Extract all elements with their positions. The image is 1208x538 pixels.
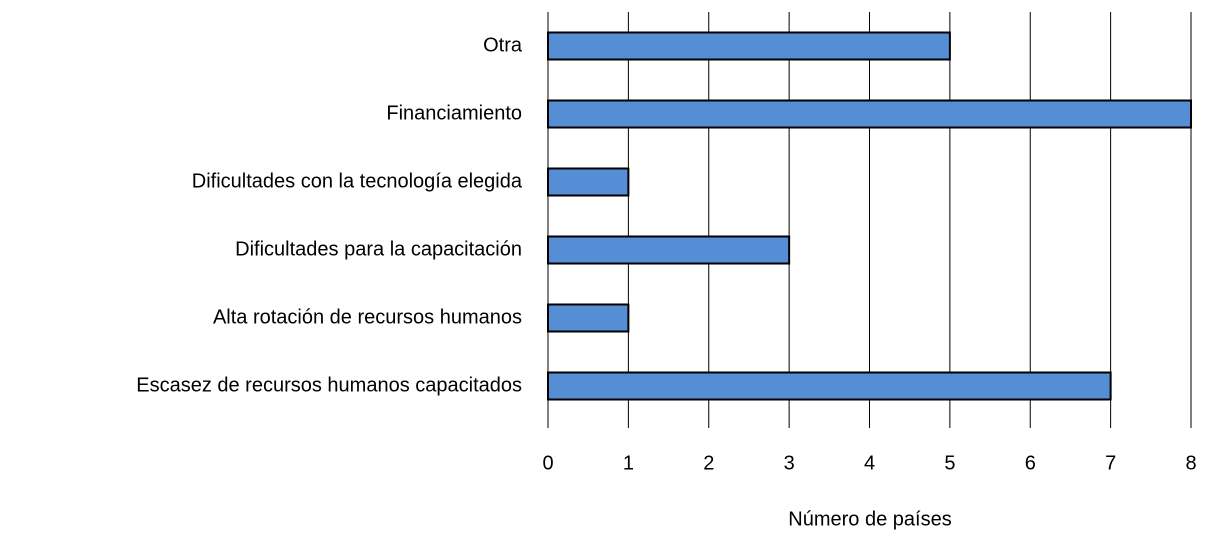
x-tick-label: 7 bbox=[1105, 452, 1116, 474]
bar bbox=[547, 167, 630, 197]
y-tick-label: Alta rotación de recursos humanos bbox=[213, 306, 522, 328]
bar bbox=[547, 371, 1112, 401]
x-tick-label: 5 bbox=[944, 452, 955, 474]
x-tick-label: 4 bbox=[864, 452, 875, 474]
y-tick-label: Otra bbox=[483, 34, 523, 56]
y-tick-label: Financiamiento bbox=[386, 102, 522, 124]
bar bbox=[547, 31, 951, 61]
x-tick-label: 0 bbox=[542, 452, 553, 474]
y-tick-label: Escasez de recursos humanos capacitados bbox=[136, 374, 522, 396]
x-tick-label: 1 bbox=[623, 452, 634, 474]
bar bbox=[547, 99, 1192, 129]
y-tick-label: Dificultades para la capacitación bbox=[235, 238, 522, 260]
x-axis-label: Número de países bbox=[788, 508, 951, 530]
x-tick-label: 6 bbox=[1025, 452, 1036, 474]
x-tick-label: 8 bbox=[1185, 452, 1196, 474]
x-tick-label: 2 bbox=[703, 452, 714, 474]
bar bbox=[547, 303, 630, 333]
bar bbox=[547, 235, 791, 265]
y-tick-label: Dificultades con la tecnología elegida bbox=[192, 170, 523, 192]
x-tick-label: 3 bbox=[784, 452, 795, 474]
